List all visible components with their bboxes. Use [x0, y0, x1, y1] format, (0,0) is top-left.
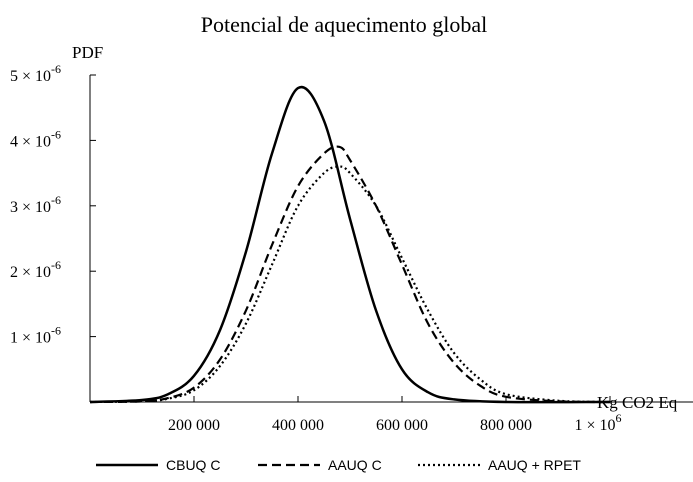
series-lines: [89, 85, 611, 404]
legend-label: AAUQ C: [328, 457, 382, 473]
legend: CBUQ C AAUQ C AAUQ + RPET: [96, 457, 581, 473]
series-line-aauq-c: [89, 145, 611, 404]
legend-label: CBUQ C: [166, 457, 220, 473]
axis-ticks: [90, 74, 611, 402]
y-tick-label: 1 × 10-6: [10, 324, 61, 347]
x-tick-label: 1 × 106: [574, 411, 621, 434]
legend-label: AAUQ + RPET: [488, 457, 581, 473]
y-tick-label: 3 × 10-6: [10, 193, 61, 216]
y-tick-label: 5 × 10-6: [10, 62, 61, 85]
series-line-aauq-rpet: [89, 165, 611, 404]
series-line-cbuq-c: [89, 85, 611, 404]
chart-title: Potencial de aquecimento global: [201, 12, 488, 37]
y-tick-label: 2 × 10-6: [10, 258, 61, 281]
x-tick-label: 200 000: [168, 417, 220, 434]
x-tick-label: 800 000: [480, 417, 532, 434]
x-tick-label: 600 000: [376, 417, 428, 434]
y-axis-label: PDF: [72, 43, 103, 62]
tick-labels: 200 000 400 000 600 000 800 000 1 × 106 1 × 1…: [10, 62, 622, 434]
y-tick-label: 4 × 10-6: [10, 127, 61, 150]
x-tick-label: 400 000: [272, 417, 324, 434]
